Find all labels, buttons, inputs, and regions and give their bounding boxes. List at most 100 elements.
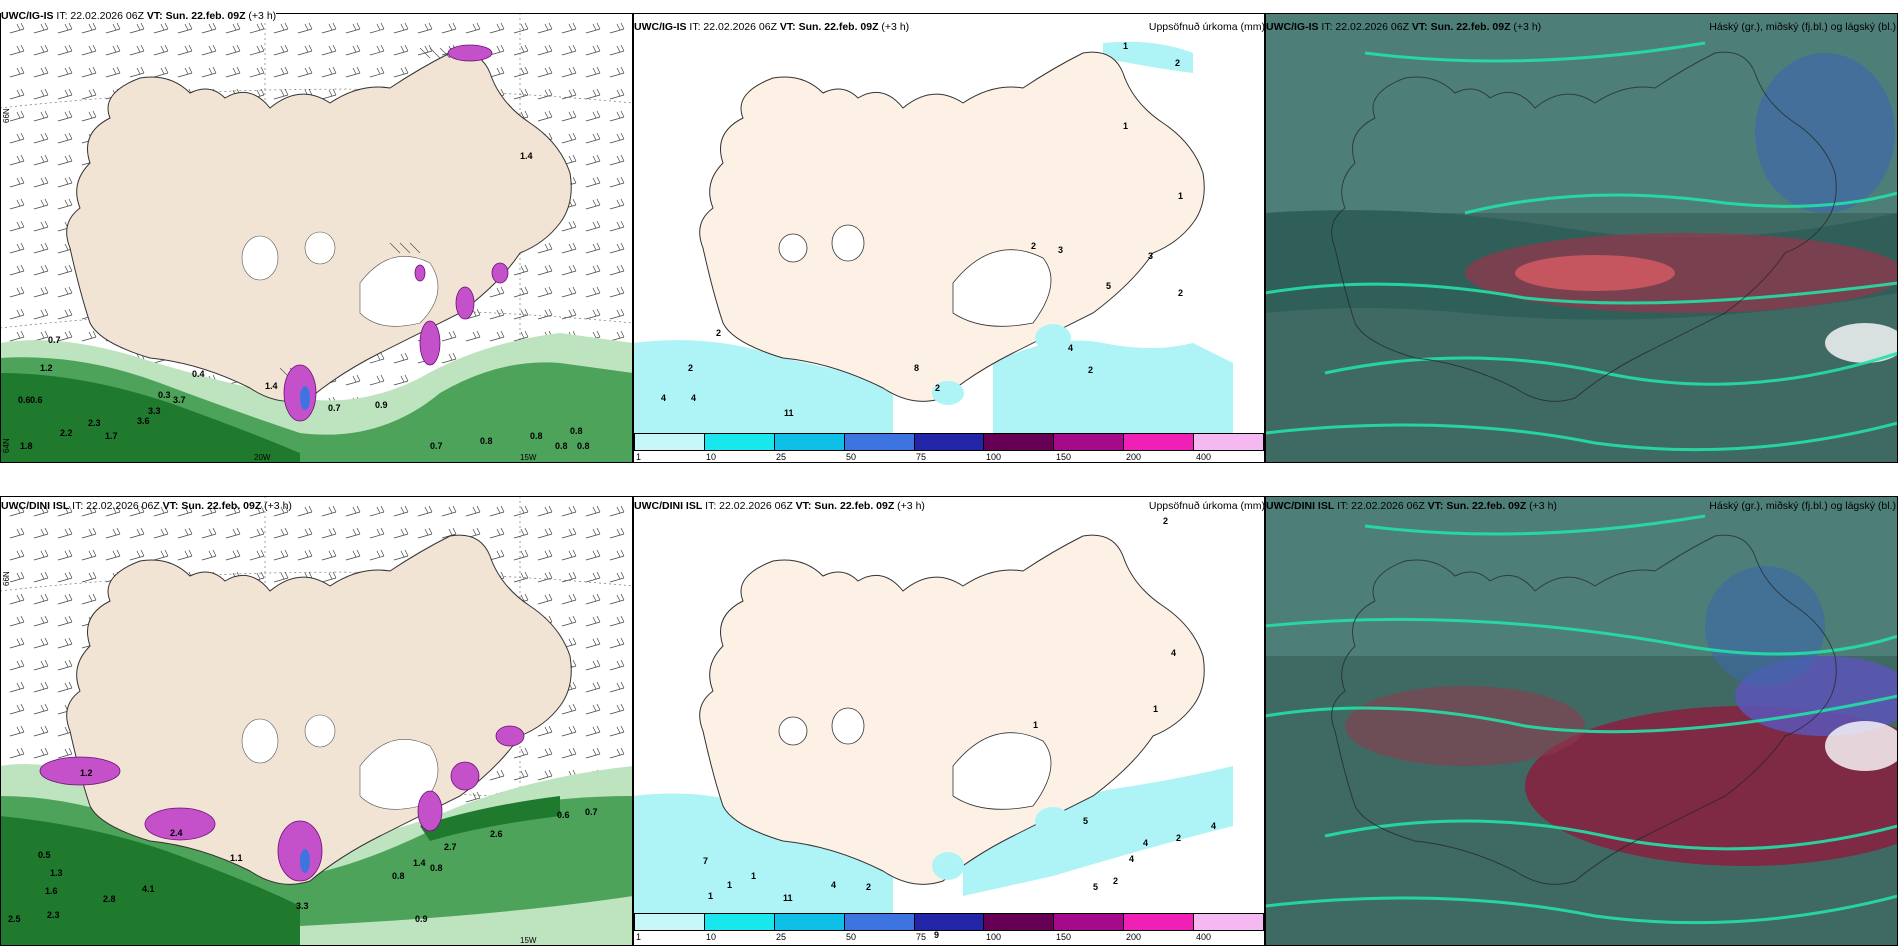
- wind-barb: [321, 88, 337, 100]
- wind-barb: [105, 22, 121, 34]
- wind-barb: [33, 66, 49, 78]
- wind-barb: [393, 527, 409, 539]
- wind-barb: [201, 505, 217, 517]
- iceland-precip-map-p2: [633, 13, 1265, 463]
- wind-barb: [33, 615, 49, 627]
- wind-barb: [321, 571, 337, 583]
- value-label: 2: [716, 328, 722, 338]
- wind-barb: [513, 527, 529, 539]
- map-panel-top-middle[interactable]: 1 2 1 1 2 3 3 5 2 4 2 2 2 4 4 11 8 2: [633, 13, 1265, 463]
- colorbar-ticks-bottom: 1 10 25 50 75 100 150 200 400: [634, 932, 1264, 944]
- wind-barb: [225, 44, 241, 56]
- wind-barb: [81, 44, 97, 56]
- wind-barb: [9, 88, 25, 100]
- map-panel-bottom-right[interactable]: [1265, 496, 1898, 946]
- wind-barb: [537, 747, 553, 759]
- wind-barb: [369, 549, 385, 561]
- value-label: 0.4: [192, 369, 205, 379]
- wind-barb: [537, 44, 553, 56]
- wind-barb: [561, 220, 577, 232]
- value-label: 4: [661, 393, 667, 403]
- iceland-land: [699, 51, 1205, 402]
- map-panel-top-right[interactable]: [1265, 13, 1898, 463]
- wind-barb: [33, 703, 49, 715]
- wind-barb: [129, 527, 145, 539]
- value-label: 2.3: [47, 910, 60, 920]
- colorbar-segment: [984, 434, 1055, 450]
- value-label: 4: [1129, 854, 1135, 864]
- wind-barb: [537, 286, 553, 298]
- colorbar-segment: [1194, 434, 1264, 450]
- wind-barb: [609, 88, 625, 100]
- value-label: 3: [1058, 245, 1064, 255]
- wind-barb: [57, 593, 73, 605]
- wind-barb: [585, 571, 601, 583]
- wind-barb: [561, 22, 577, 34]
- wind-barb: [81, 505, 97, 517]
- wind-barb: [585, 220, 601, 232]
- value-label: 1.2: [80, 768, 93, 778]
- value-label: 1.2: [40, 363, 53, 373]
- colorbar-segment: [774, 434, 845, 450]
- wind-barb: [561, 44, 577, 56]
- wind-barb: [513, 264, 529, 276]
- wind-barb: [9, 703, 25, 715]
- wind-barb: [153, 505, 169, 517]
- wind-barb: [297, 22, 313, 34]
- wind-barb: [393, 505, 409, 517]
- wind-barb: [585, 615, 601, 627]
- title-p6: UWC/DINI ISL IT: 22.02.2026 06Z VT: Sun.…: [1266, 500, 1557, 512]
- wind-barb: [225, 505, 241, 517]
- wind-barb: [489, 286, 505, 298]
- wind-barb: [585, 154, 601, 166]
- iceland-land: [66, 534, 572, 885]
- wind-barb: [345, 44, 361, 56]
- colorbar-segment: [914, 434, 985, 450]
- wind-barb: [33, 571, 49, 583]
- colorbar-segment: [984, 914, 1055, 930]
- wind-barb: [9, 549, 25, 561]
- wind-barb: [33, 637, 49, 649]
- wind-barb: [249, 66, 265, 78]
- map-panel-top-left[interactable]: 66N 64N 20W 15W 0.7 1.2 0.6 0.6 2.3 2.2 1.7 1.8…: [0, 13, 633, 463]
- colorbar-segment: [704, 434, 775, 450]
- wind-barb: [129, 549, 145, 561]
- value-label: 4: [1171, 648, 1177, 658]
- colorbar-top: [634, 433, 1264, 451]
- value-label: 9: [934, 930, 940, 940]
- wind-barb: [561, 615, 577, 627]
- wind-barb: [9, 330, 25, 342]
- wind-barb: [585, 88, 601, 100]
- wind-barb: [609, 22, 625, 34]
- value-label: 0.9: [415, 914, 428, 924]
- wind-barb: [513, 330, 529, 342]
- map-panel-bottom-left[interactable]: 66N 15W 1.2 0.5 1.3 1.6 2.8 4.1 2.5 2.3 1.1 3.3 0.…: [0, 496, 633, 946]
- wind-barb: [177, 549, 193, 561]
- value-label: 11: [783, 893, 793, 903]
- wind-barb: [297, 527, 313, 539]
- wind-barb: [33, 308, 49, 320]
- wind-barb: [345, 66, 361, 78]
- wind-barb: [609, 527, 625, 539]
- wind-barb: [129, 22, 145, 34]
- value-label: 2: [866, 882, 872, 892]
- value-label: 0.8: [430, 863, 443, 873]
- wind-barb: [345, 549, 361, 561]
- wind-barb: [57, 44, 73, 56]
- iceland-map-p1: [0, 13, 633, 463]
- wind-barb: [249, 505, 265, 517]
- value-label: 0.8: [555, 441, 568, 451]
- wind-barb: [609, 132, 625, 144]
- colorbar-tick-label: 50: [846, 932, 857, 942]
- wind-barb: [249, 22, 265, 34]
- wind-barb: [585, 198, 601, 210]
- wind-barb: [393, 66, 409, 78]
- wind-barb: [513, 747, 529, 759]
- value-label: 1: [708, 891, 714, 901]
- colorbar-tick-label: 75: [916, 452, 927, 462]
- wind-barb: [57, 176, 73, 188]
- wind-barb: [33, 110, 49, 122]
- map-panel-bottom-middle[interactable]: 2 4 1 1 5 4 2 1 1 7 1 4 2 11 9 4 4 5 2: [633, 496, 1265, 946]
- wind-barb: [489, 549, 505, 561]
- wind-barb: [561, 66, 577, 78]
